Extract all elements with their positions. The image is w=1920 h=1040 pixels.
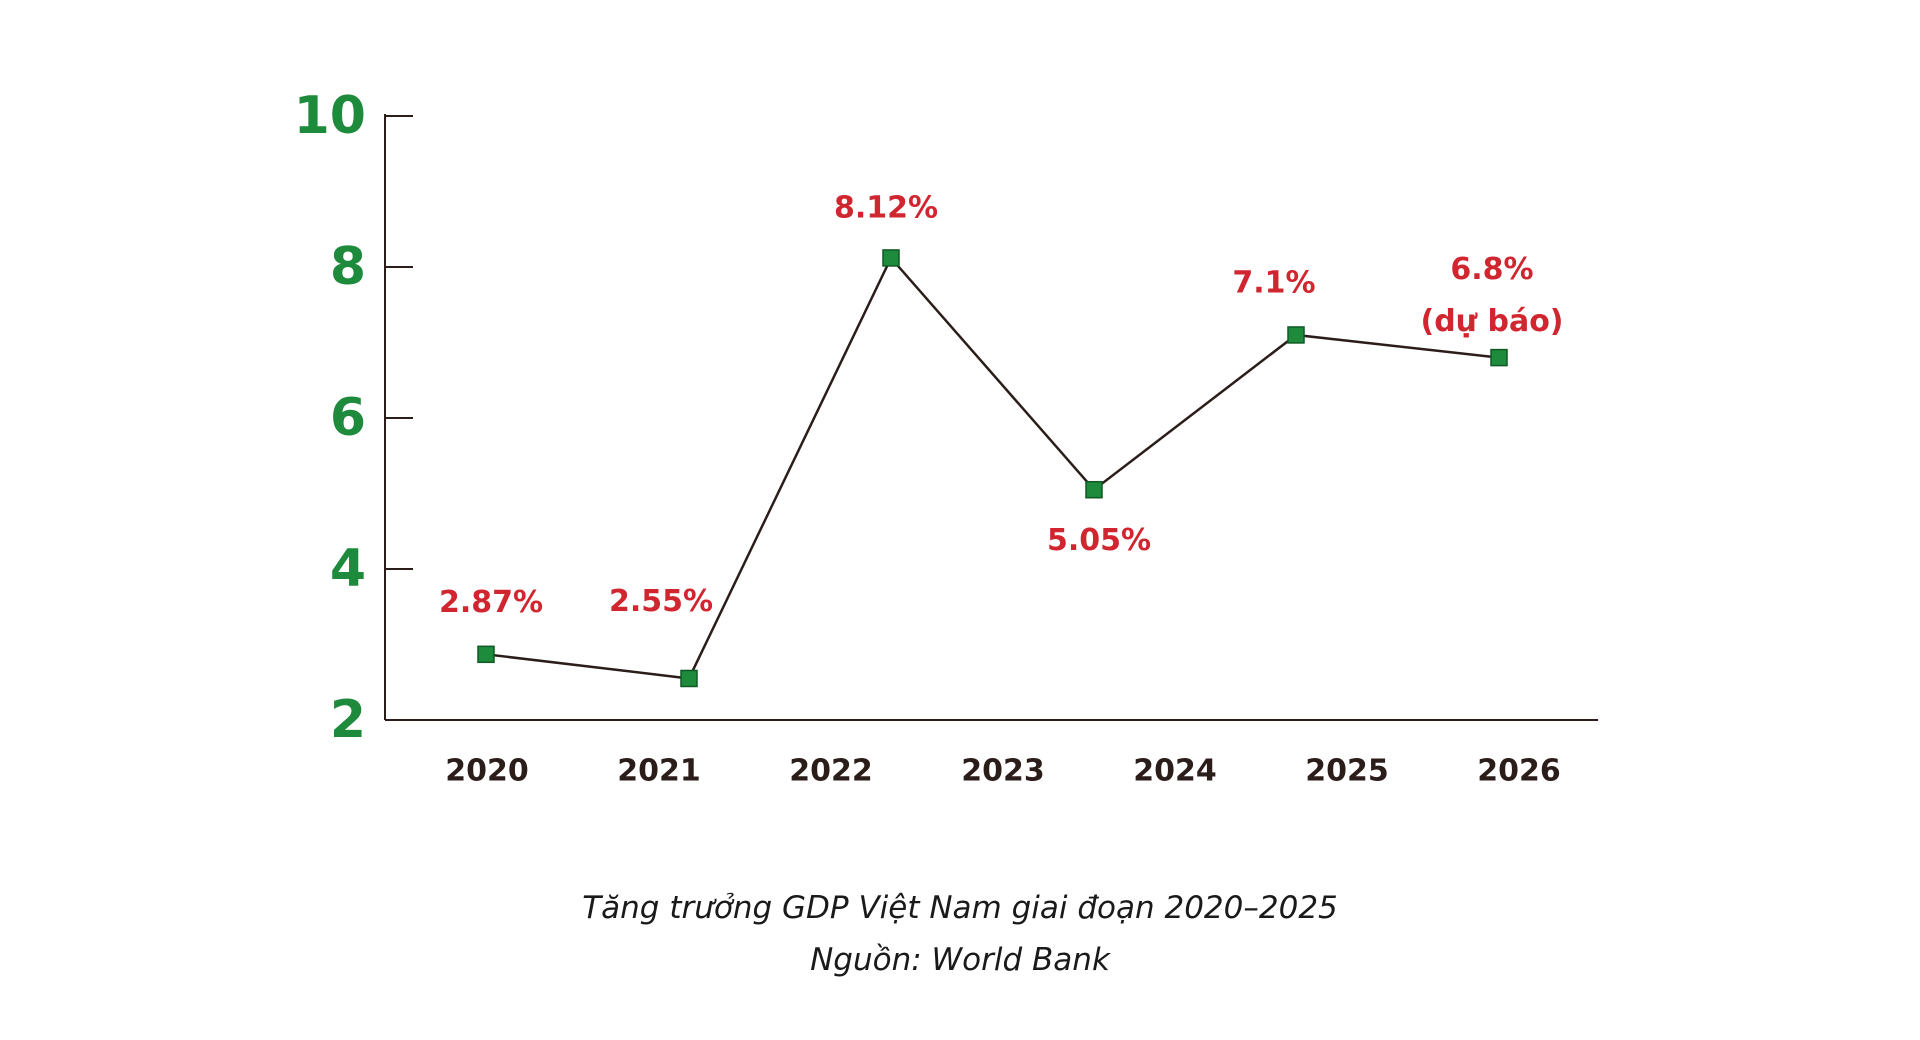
gdp-series — [477, 249, 1508, 688]
y-tick-label: 8 — [330, 237, 366, 297]
data-label: 5.05% — [1047, 523, 1151, 558]
y-tick-label: 10 — [294, 86, 366, 146]
data-label: 6.8% — [1450, 252, 1533, 287]
x-tick-label: 2020 — [445, 754, 529, 789]
series-line — [485, 255, 1500, 680]
x-tick-label: 2022 — [789, 754, 873, 789]
data-point-marker — [1287, 326, 1305, 344]
data-label: 2.87% — [439, 585, 543, 620]
y-tick-label: 6 — [330, 388, 366, 448]
chart-source: Nguồn: World Bank — [810, 942, 1110, 978]
data-point-marker — [477, 645, 495, 664]
x-tick-label: 2026 — [1477, 754, 1561, 789]
data-label: 2.55% — [609, 584, 713, 619]
data-point-marker — [680, 669, 698, 688]
x-tick-label: 2021 — [617, 754, 701, 789]
data-point-marker — [1085, 480, 1103, 499]
x-tick-label: 2024 — [1133, 754, 1217, 789]
y-tick-label: 2 — [330, 690, 366, 750]
data-labels: 2.87% 2.55% 8.12% 5.05% 7.1% 6.8% (dự báo) — [439, 190, 1564, 619]
data-label: 8.12% — [834, 190, 938, 225]
data-point-marker — [882, 249, 900, 267]
y-tick-label: 4 — [330, 539, 366, 599]
axes — [384, 114, 1598, 721]
x-tick-label: 2023 — [961, 754, 1045, 789]
data-point-marker — [1490, 348, 1508, 367]
y-axis-ticks: 2 4 6 8 10 — [294, 86, 413, 750]
x-axis-ticks: 2020 2021 2022 2023 2024 2025 2026 — [445, 754, 1561, 789]
data-label: 7.1% — [1232, 265, 1315, 300]
chart-caption: Tăng trưởng GDP Việt Nam giai đoạn 2020–… — [582, 890, 1338, 926]
x-tick-label: 2025 — [1305, 754, 1389, 789]
data-label-note: (dự báo) — [1420, 304, 1563, 339]
